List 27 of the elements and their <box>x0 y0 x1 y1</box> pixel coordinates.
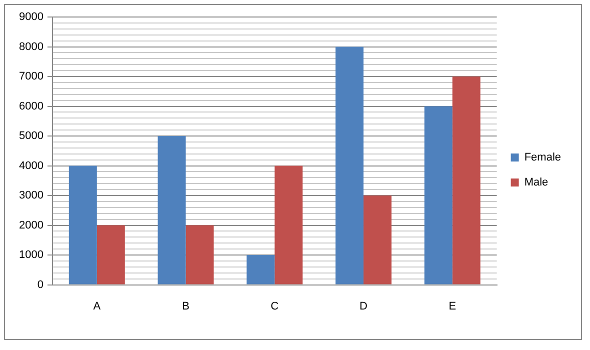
y-tick-label: 0 <box>37 278 44 291</box>
legend-label: Female <box>524 152 562 164</box>
bar <box>424 106 452 284</box>
y-tick-label: 2000 <box>18 219 44 232</box>
y-tick-label: 6000 <box>18 100 44 112</box>
bar <box>452 76 480 284</box>
bar <box>274 166 303 284</box>
bar <box>246 255 275 284</box>
y-tick-label: 8000 <box>18 40 44 53</box>
bar <box>364 196 392 284</box>
y-tick-label: 5000 <box>18 130 44 142</box>
y-tick-label: 7000 <box>18 70 44 83</box>
bar <box>158 136 186 284</box>
y-tick-label: 4000 <box>18 160 44 172</box>
y-tick-label: 9000 <box>18 11 44 24</box>
y-tick-label: 3000 <box>18 190 44 202</box>
x-tick-label: C <box>270 300 279 312</box>
x-tick-label: D <box>360 300 368 312</box>
bar <box>186 225 214 284</box>
legend-label: Male <box>524 176 548 189</box>
bar <box>336 46 364 284</box>
x-tick-label: E <box>448 300 456 312</box>
x-tick-label: B <box>182 300 190 312</box>
x-tick-label: A <box>93 300 102 312</box>
bar <box>96 225 125 284</box>
bar <box>68 166 97 284</box>
y-tick-label: 1000 <box>18 249 44 262</box>
